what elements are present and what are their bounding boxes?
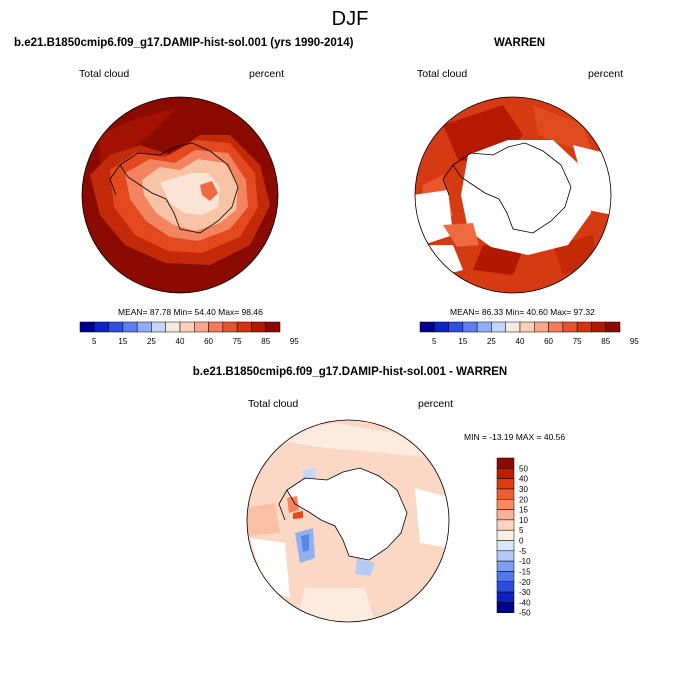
panel-2-map (414, 96, 612, 294)
colorbar-swatch (491, 321, 506, 333)
panel-1-title: b.e21.B1850cmip6.f09_g17.DAMIP-hist-sol.… (14, 37, 354, 49)
colorbar-swatch (496, 571, 515, 582)
colorbar-tick-label: 95 (630, 337, 639, 346)
colorbar-swatch (496, 581, 515, 593)
colorbar-swatch (496, 457, 515, 469)
colorbar-swatch (496, 499, 515, 510)
colorbar-swatch (576, 321, 592, 333)
colorbar-swatch (265, 321, 281, 333)
colorbar-tick-label: -30 (519, 588, 531, 597)
colorbar-tick-label: 40 (519, 475, 528, 484)
colorbar-tick-label: 5 (519, 526, 524, 535)
colorbar-tick-label: 25 (487, 337, 496, 346)
colorbar-swatch (496, 550, 515, 562)
colorbar-tick-label: 0 (519, 537, 524, 546)
panel-1-stats: MEAN= 87.78 Min= 54.40 Max= 98.46 (118, 307, 263, 317)
colorbar-swatch (419, 321, 435, 333)
colorbar-swatch (496, 591, 515, 603)
colorbar-swatch (605, 321, 621, 333)
colorbar-tick-label: 5 (92, 337, 97, 346)
colorbar-tick-label: 85 (601, 337, 610, 346)
colorbar-tick-label: -10 (519, 557, 531, 566)
colorbar-tick-label: 75 (233, 337, 242, 346)
colorbar-swatch (122, 321, 138, 333)
colorbar-tick-label: -40 (519, 598, 531, 607)
colorbar-tick-label: 60 (204, 337, 213, 346)
panel-2-units-label: percent (588, 68, 624, 80)
colorbar-tick-label: 40 (176, 337, 185, 346)
colorbar-tick-label: 5 (432, 337, 437, 346)
colorbar-swatch (462, 321, 478, 333)
colorbar-tick-label: 15 (519, 506, 528, 515)
panel-2-variable-label: Total cloud (417, 68, 468, 80)
panel-2-title: WARREN (494, 37, 546, 49)
colorbar-tick-label: -5 (519, 547, 527, 556)
colorbar-swatch (434, 321, 449, 333)
colorbar-swatch (496, 509, 515, 521)
colorbar-swatch (251, 321, 266, 333)
colorbar-tick-label: 25 (147, 337, 156, 346)
colorbar-swatch (496, 560, 515, 572)
colorbar-swatch (222, 321, 238, 333)
colorbar-swatch (496, 602, 515, 613)
colorbar-tick-label: -50 (519, 609, 531, 618)
panel-2-stats: MEAN= 86.33 Min= 40.60 Max= 97.32 (450, 307, 595, 317)
colorbar-swatch (108, 321, 124, 333)
colorbar-swatch (496, 468, 515, 479)
colorbar-swatch (519, 321, 535, 333)
colorbar-tick-label: 60 (544, 337, 553, 346)
panel-1-map (81, 96, 279, 294)
panel-1-colorbar: 5 15 25 40 60 75 85 95 (79, 321, 299, 346)
colorbar-tick-label: -15 (519, 567, 531, 576)
colorbar-swatch (496, 478, 515, 490)
colorbar-tick-label: 50 (519, 464, 528, 473)
panel-3-units-label: percent (418, 398, 454, 410)
panel-1-variable-label: Total cloud (79, 68, 130, 80)
colorbar-swatch (236, 321, 252, 333)
colorbar-swatch (496, 540, 515, 552)
colorbar-swatch (165, 321, 181, 333)
colorbar-swatch (505, 321, 521, 333)
colorbar-swatch (94, 321, 109, 333)
colorbar-swatch (591, 321, 606, 333)
colorbar-swatch (151, 321, 166, 333)
colorbar-tick-label: -20 (519, 578, 531, 587)
colorbar-swatch (496, 488, 515, 500)
colorbar-swatch (476, 321, 492, 333)
colorbar-swatch (194, 321, 209, 333)
colorbar-tick-label: 10 (519, 516, 528, 525)
colorbar-swatch (548, 321, 564, 333)
colorbar-tick-label: 95 (290, 337, 299, 346)
colorbar-swatch (136, 321, 152, 333)
colorbar-tick-label: 30 (519, 485, 528, 494)
colorbar-tick-label: 20 (519, 495, 528, 504)
colorbar-swatch (448, 321, 464, 333)
colorbar-swatch (496, 519, 515, 531)
colorbar-tick-label: 75 (573, 337, 582, 346)
colorbar-swatch (534, 321, 549, 333)
colorbar-tick-label: 40 (516, 337, 525, 346)
colorbar-tick-label: 85 (261, 337, 270, 346)
panel-3-variable-label: Total cloud (248, 398, 299, 410)
panel-3-map (246, 419, 450, 623)
panel-1-units-label: percent (249, 68, 285, 80)
colorbar-swatch (208, 321, 224, 333)
colorbar-swatch (79, 321, 95, 333)
panel-3-title: b.e21.B1850cmip6.f09_g17.DAMIP-hist-sol.… (192, 366, 508, 378)
panel-3-stats: MIN = -13.19 MAX = 40.56 (464, 432, 566, 442)
colorbar-swatch (179, 321, 195, 333)
colorbar-tick-label: 15 (458, 337, 467, 346)
figure-title: DJF (331, 8, 369, 30)
colorbar-swatch (496, 529, 515, 541)
panel-2-colorbar: 5 15 25 40 60 75 85 95 (419, 321, 639, 346)
colorbar-swatch (562, 321, 578, 333)
colorbar-tick-label: 15 (118, 337, 127, 346)
